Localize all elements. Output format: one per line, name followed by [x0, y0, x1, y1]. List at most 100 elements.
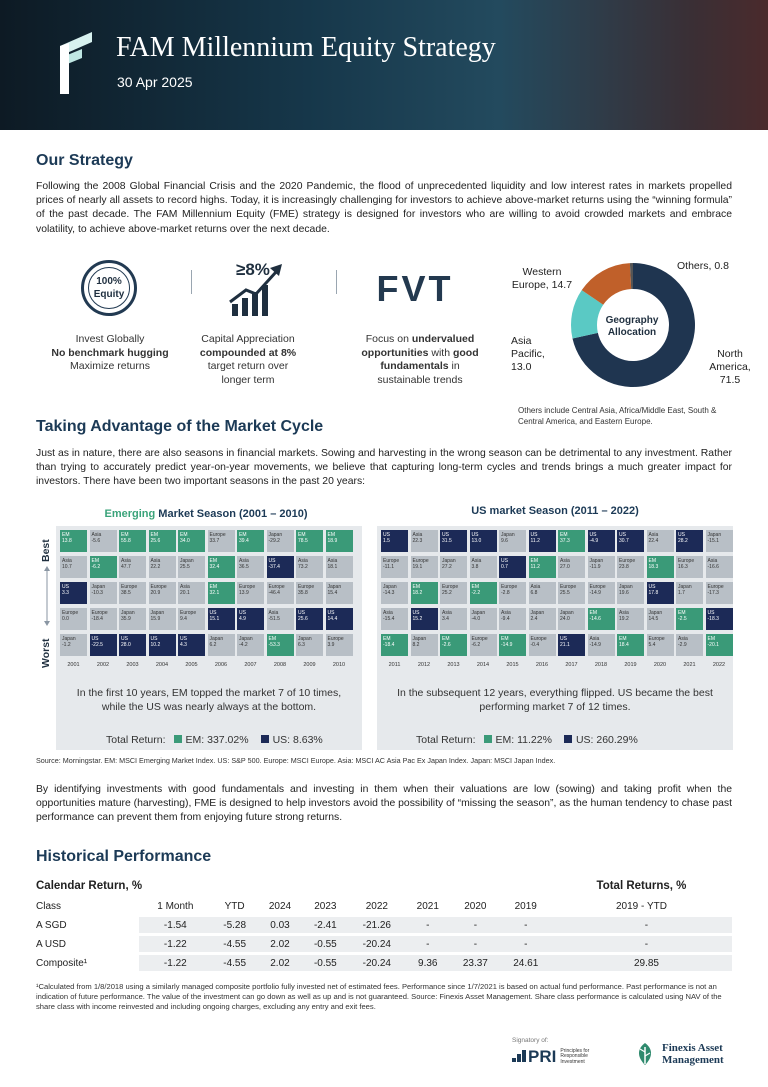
grid-cell: Asia 18.1: [325, 556, 353, 578]
grid-year-label: 2011: [388, 662, 401, 668]
grid-year-label: 2016: [535, 662, 549, 668]
grid-cell: Europe 38.5: [119, 582, 146, 604]
em-return: EM: 11.22%: [495, 734, 552, 746]
report-title: FAM Millennium Equity Strategy: [116, 32, 496, 63]
grid-cell: US -4.9: [587, 530, 615, 552]
cycle-body-2: By identifying investments with good fun…: [36, 784, 732, 824]
table-cell: -4.55: [211, 955, 258, 971]
table-cell: -: [500, 917, 551, 933]
pri-subtext: Principles for Responsible Investment: [560, 1048, 589, 1066]
grid-cell: EM 78.5: [296, 530, 323, 552]
em-legend-icon: [483, 735, 492, 744]
grid-cell: Japan 6.2: [207, 634, 235, 656]
grid-cell: EM -6.2: [89, 556, 117, 578]
grid-year-label: 2009: [303, 662, 316, 668]
grid-cell: EM 13.8: [60, 530, 87, 552]
total-return-label: Total Return:: [416, 734, 476, 746]
table-cell: -: [450, 936, 501, 952]
grid-cell: Asia 20.1: [178, 582, 205, 604]
grid-cell: Japan -1.2: [60, 634, 87, 656]
grid-year-label: 2022: [712, 662, 726, 668]
us-season-title: US market Season (2011 – 2022): [380, 505, 730, 517]
label-asia-pacific: Asia Pacific, 13.0: [511, 335, 545, 374]
divider: [191, 270, 192, 294]
label-western-europe: Western Europe, 14.7: [511, 266, 573, 292]
geography-donut-chart: [571, 263, 695, 387]
em-title-part: (2001 – 2010): [239, 508, 308, 520]
grid-cell: EM 32.4: [207, 556, 235, 578]
us-title-part: US: [471, 505, 487, 517]
caption-line: In the first 10 years, EM topped the mar…: [76, 687, 342, 699]
table-cell: -21.26: [348, 917, 406, 933]
grid-year-label: 2015: [506, 662, 519, 668]
grid-cell: Asia 3.4: [440, 608, 467, 630]
grid-cell: EM 25.6: [148, 530, 176, 552]
table-cell: 2.02: [257, 955, 303, 971]
fvt-logo: FVT: [376, 268, 454, 309]
equity-badge-pct: 100%: [96, 276, 122, 287]
feature-line: sustainable trends: [377, 373, 463, 386]
finexis-leaf-icon: [638, 1043, 652, 1065]
grid-cell: Asia -15.4: [381, 608, 408, 630]
grid-cell: Europe 9.4: [178, 608, 205, 630]
table-cell: -: [500, 936, 551, 952]
table-header-cell: 2023: [314, 900, 337, 912]
best-worst-arrow-icon: [44, 566, 50, 626]
table-cell: 9.36: [405, 955, 451, 971]
grid-cell: Japan 15.9: [148, 608, 176, 630]
table-cell: -2.41: [302, 917, 349, 933]
cycle-heading: Taking Advantage of the Market Cycle: [36, 418, 324, 435]
donut-center-line: Allocation: [607, 327, 657, 338]
grid-cell: EM 55.8: [119, 530, 146, 552]
grid-cell: EM 18.2: [410, 582, 438, 604]
grid-cell: Asia -2.9: [676, 634, 703, 656]
grid-cell: US 13.0: [469, 530, 497, 552]
table-cell: -1.22: [138, 936, 212, 952]
grid-cell: Japan 27.2: [440, 556, 467, 578]
table-header-row: Class 1 Month YTD 2024 2023 2022 2021 2020 2019 2…: [36, 898, 732, 914]
feature-line: Capital Appreciation: [201, 333, 295, 345]
grid-cell: EM -2.2: [469, 582, 497, 604]
grid-cell: Europe 16.3: [676, 556, 703, 578]
equity-badge-icon: 100% Equity: [81, 260, 137, 316]
label-line: North: [717, 348, 743, 360]
donut-slice-others: [629, 263, 633, 290]
table-row: A SGD -1.54 -5.28 0.03 -2.41 -21.26- - - -: [36, 917, 732, 933]
feature-text-bold: fundamentals: [380, 360, 449, 372]
grid-cell: EM 11.2: [528, 556, 556, 578]
us-total-return: Total Return: EM: 11.22% US: 260.29%: [416, 734, 638, 746]
pri-text: PRI: [528, 1047, 557, 1066]
label-line: 71.5: [719, 374, 741, 386]
performance-footnote: ¹Calculated from 1/8/2018 using a simila…: [36, 982, 722, 1012]
grid-cell: Europe 0.0: [60, 608, 87, 630]
grid-cell: Asia 22.3: [410, 530, 438, 552]
table-cell: -: [450, 917, 501, 933]
grid-cell: EM 18.4: [617, 634, 644, 656]
donut-slice-north-america: [572, 263, 695, 387]
us-return: US: 8.63%: [272, 734, 323, 746]
grid-cell: US 30.7: [617, 530, 644, 552]
us-season-grid: US 1.5 Asia 22.3 US 31.5 US 13.0 Japan 9.6 US 11.2 E…: [377, 526, 733, 750]
grid-cell: Japan 24.0: [558, 608, 585, 630]
grid-year-label: 2002: [96, 662, 110, 668]
grid-cell: Europe -18.4: [89, 608, 117, 630]
grid-cell: EM 18.9: [325, 530, 353, 552]
feature-capital-appreciation: Capital Appreciation compounded at 8% ta…: [188, 333, 308, 387]
us-title-part: market Season: [486, 505, 571, 517]
table-cell: Composite¹: [36, 957, 88, 969]
table-cell: 23.37: [450, 955, 501, 971]
cycle-body: Just as in nature, there are also season…: [36, 448, 732, 488]
feature-text-bold: undervalued: [411, 333, 475, 345]
grid-cell: US 1.5: [381, 530, 408, 552]
label-line: Western: [522, 266, 562, 278]
grid-cell: EM 37.3: [558, 530, 585, 552]
us-legend-icon: [563, 735, 572, 744]
total-returns-heading: Total Returns, %: [596, 880, 687, 892]
grid-cell: EM -14.6: [587, 608, 615, 630]
grid-cell: Asia 22.2: [148, 556, 176, 578]
feature-text: in: [448, 360, 460, 372]
grid-cell: Japan -4.2: [237, 634, 264, 656]
table-cell: -: [405, 917, 451, 933]
calendar-return-heading: Calendar Return, %: [36, 880, 143, 892]
grid-cell: Europe 13.9: [237, 582, 264, 604]
